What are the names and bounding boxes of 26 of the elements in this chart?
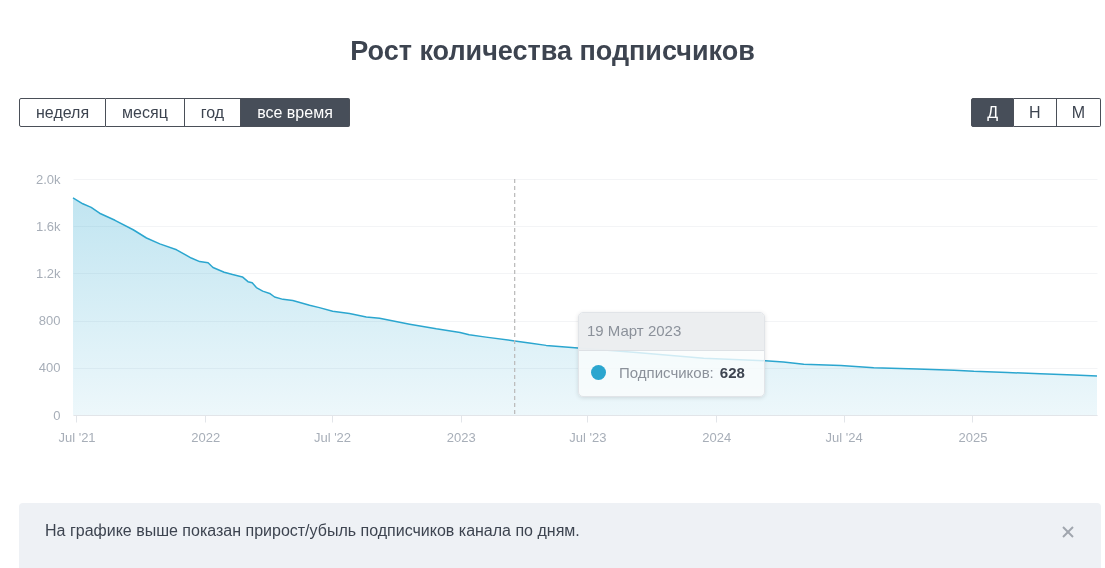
y-tick-label: 1.2k <box>35 265 61 281</box>
x-tick-label: 2022 <box>191 429 221 445</box>
x-tick-label: Jul '23 <box>569 429 607 445</box>
button[interactable]: Д <box>971 98 1015 127</box>
x-tick-label: Jul '24 <box>825 429 863 445</box>
x-tick-label: 2024 <box>702 429 732 445</box>
x-tick-label: 2023 <box>446 429 476 445</box>
annotation: Подписчиков: 628 <box>619 364 745 382</box>
y-tick-label: 0 <box>53 407 61 423</box>
button[interactable]: месяц <box>106 98 185 127</box>
button[interactable]: год <box>184 98 242 127</box>
y-tick-label: 2.0k <box>35 171 61 187</box>
tooltip-box: 19 Март 2023 Подписчиков: 628 <box>578 312 765 397</box>
chart-title: Рост количества подписчиков <box>349 35 756 68</box>
note-box: На графике выше показан прирост/убыль подписчиков канала по дням. <box>19 503 1101 568</box>
button[interactable]: Н <box>1014 98 1057 127</box>
y-tick-label: 400 <box>38 360 61 376</box>
button[interactable]: неделя <box>19 98 107 127</box>
y-tick-label: 800 <box>38 313 61 329</box>
annotation: 19 Март 2023 <box>587 322 682 340</box>
x-tick-label: 2025 <box>958 429 988 445</box>
x-tick-label: Jul '22 <box>313 429 352 445</box>
button[interactable]: М <box>1056 98 1101 127</box>
y-tick-label: 1.6k <box>35 218 61 234</box>
button[interactable]: все время <box>241 98 350 127</box>
x-tick-label: Jul '21 <box>58 429 96 445</box>
